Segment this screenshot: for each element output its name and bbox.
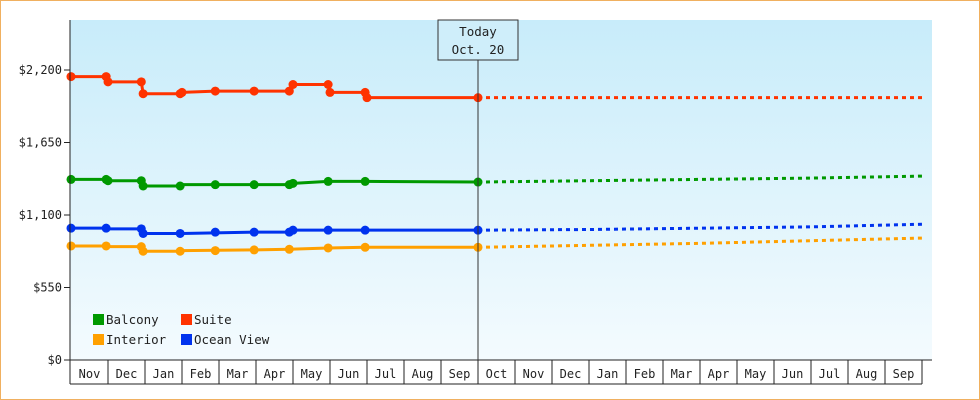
- ocean-view-point: [210, 227, 220, 237]
- x-tick-label: May: [301, 367, 323, 381]
- suite-point: [362, 93, 372, 103]
- balcony-point: [288, 178, 298, 188]
- x-tick-label: Sep: [893, 367, 915, 381]
- x-tick-label: Aug: [856, 367, 878, 381]
- x-tick-label: Mar: [671, 367, 693, 381]
- legend-swatch-balcony: [93, 314, 104, 325]
- interior-point: [210, 246, 220, 256]
- y-tick-label: $1,100: [19, 208, 62, 222]
- y-tick-label: $0: [48, 353, 62, 367]
- today-box: [437, 19, 519, 61]
- ocean-view-point: [249, 227, 259, 237]
- interior-point: [284, 244, 294, 254]
- legend-label-suite: Suite: [194, 312, 232, 327]
- interior-point: [66, 241, 76, 251]
- interior-point: [101, 241, 111, 251]
- plot-area: [70, 20, 932, 360]
- ocean-view-point: [288, 225, 298, 235]
- ocean-view-point: [66, 223, 76, 233]
- balcony-point: [210, 180, 220, 190]
- balcony-point: [323, 176, 333, 186]
- x-tick-label: Jul: [375, 367, 397, 381]
- legend-swatch-interior: [93, 334, 104, 345]
- x-tick-label: Nov: [523, 367, 545, 381]
- x-tick-label: Apr: [708, 367, 730, 381]
- suite-point: [284, 86, 294, 96]
- interior-point: [249, 245, 259, 255]
- interior-point: [175, 246, 185, 256]
- suite-point: [103, 77, 113, 87]
- suite-point: [325, 87, 335, 97]
- x-tick-label: Feb: [634, 367, 656, 381]
- x-tick-label: May: [745, 367, 767, 381]
- suite-point: [138, 89, 148, 99]
- x-tick-label: Mar: [227, 367, 249, 381]
- suite-point: [66, 72, 76, 82]
- suite-point: [177, 87, 187, 97]
- ocean-view-point: [175, 228, 185, 238]
- suite-point: [288, 80, 298, 89]
- x-tick-label: Jan: [597, 367, 619, 381]
- ocean-view-point: [138, 228, 148, 238]
- balcony-point: [360, 176, 370, 186]
- suite-point: [249, 86, 259, 96]
- x-tick-label: Feb: [190, 367, 212, 381]
- ocean-view-point: [360, 225, 370, 235]
- interior-point: [138, 246, 148, 256]
- x-tick-label: Nov: [79, 367, 101, 381]
- suite-point: [323, 80, 333, 89]
- ocean-view-point: [323, 225, 333, 235]
- legend-swatch-suite: [181, 314, 192, 325]
- x-tick-label: Aug: [412, 367, 434, 381]
- balcony-point: [138, 181, 148, 191]
- legend-label-balcony: Balcony: [106, 312, 159, 327]
- x-tick-label: Dec: [116, 367, 138, 381]
- interior-point: [323, 243, 333, 253]
- x-tick-label: Dec: [560, 367, 582, 381]
- x-tick-label: Jun: [338, 367, 360, 381]
- today-label-line1: Today: [459, 24, 497, 39]
- interior-point: [360, 242, 370, 252]
- legend-swatch-ocean-view: [181, 334, 192, 345]
- legend-label-ocean-view: Ocean View: [194, 332, 270, 347]
- balcony-point: [249, 180, 259, 190]
- y-tick-label: $550: [33, 281, 62, 295]
- x-tick-label: Oct: [486, 367, 508, 381]
- x-tick-label: Apr: [264, 367, 286, 381]
- x-tick-label: Jan: [153, 367, 175, 381]
- balcony-projected-line: [477, 174, 923, 184]
- balcony-point: [103, 176, 113, 186]
- legend-label-interior: Interior: [106, 332, 167, 347]
- interior-projected-line: [477, 236, 923, 249]
- balcony-point: [175, 181, 185, 191]
- x-tick-label: Jul: [819, 367, 841, 381]
- y-tick-label: $1,650: [19, 136, 62, 150]
- suite-point: [136, 77, 146, 87]
- x-tick-label: Sep: [449, 367, 471, 381]
- y-tick-label: $2,200: [19, 63, 62, 77]
- suite-point: [210, 86, 220, 96]
- balcony-point: [66, 174, 76, 184]
- today-label-date: Oct. 20: [452, 42, 505, 57]
- ocean-view-point: [101, 223, 111, 233]
- x-tick-label: Jun: [782, 367, 804, 381]
- ocean-view-projected-line: [477, 222, 923, 232]
